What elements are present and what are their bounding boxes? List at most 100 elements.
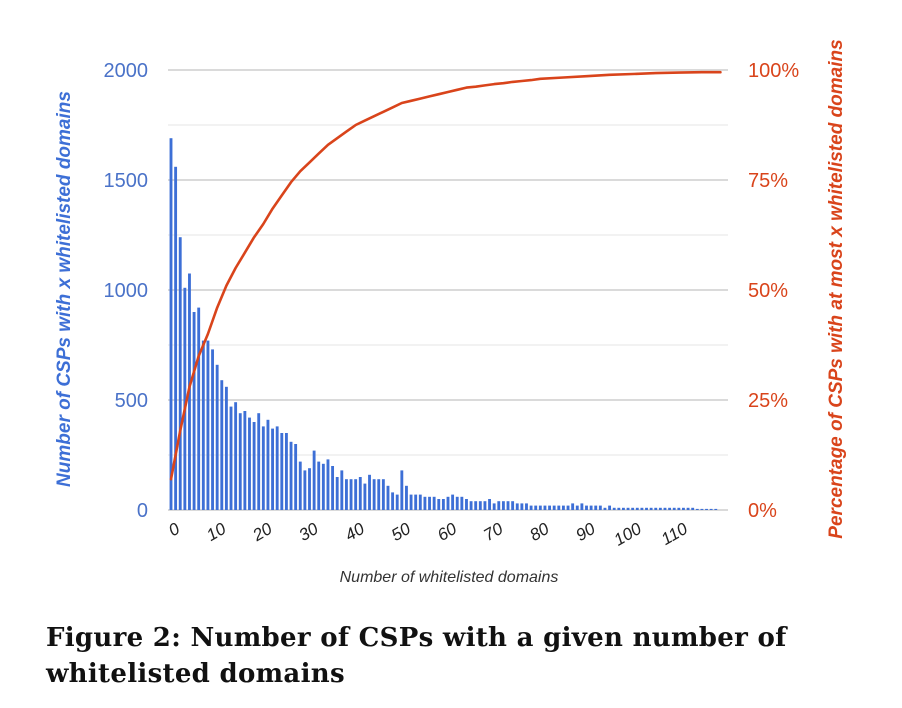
bar [589,505,593,510]
bar [437,499,441,510]
bar [640,507,644,510]
bar [229,406,233,510]
right-y-tick-label: 25% [748,390,788,412]
bar [303,470,307,510]
bar [381,479,385,510]
grid-lines [168,69,728,511]
bar [418,494,422,510]
x-tick-label: 100 [611,519,646,550]
bar [598,505,602,510]
cumulative-percentage-line [169,70,722,481]
bar [552,505,556,510]
bar [252,422,256,510]
bar [501,501,505,510]
bar [340,470,344,510]
bar [626,507,630,510]
bar [298,461,302,510]
bar [677,507,681,510]
bar [561,505,565,510]
bar [201,340,205,510]
bar [400,470,404,510]
bar [432,496,436,510]
bar [409,494,413,510]
x-axis-label: Number of whitelisted domains [340,569,559,586]
left-y-tick-label: 500 [115,390,148,412]
chart: 0 500 1000 1500 2000 0% 25% 50% 75% 100% 0 10 20 30… [54,39,847,586]
bar [326,459,330,510]
bar [594,505,598,510]
bar [488,499,491,510]
x-tick-label: 80 [526,519,552,545]
left-y-tick-label: 1000 [104,280,149,302]
bar [183,287,187,510]
bar [224,386,228,510]
x-tick-label: 30 [296,519,322,545]
bar [682,507,685,510]
bar [515,503,519,510]
bar [248,417,251,510]
bar [543,505,547,510]
bar [405,485,408,510]
x-tick-label: 50 [388,519,414,545]
bar [686,507,690,510]
bar [465,499,468,510]
bar [308,468,311,510]
bar [580,503,584,510]
bar [234,402,238,510]
bar [478,501,482,510]
bar [497,501,501,510]
bar [668,507,672,510]
left-y-tick-labels: 0 500 1000 1500 2000 [104,60,149,522]
right-y-tick-label: 100% [748,60,799,82]
bar [492,503,496,510]
bar [506,501,510,510]
bar [354,479,358,510]
bar [511,501,515,510]
cumulative-line-series [169,70,722,481]
bar [391,492,395,510]
x-tick-label: 60 [434,519,460,545]
bar [331,466,335,510]
bar [349,479,353,510]
left-y-tick-label: 0 [137,500,148,522]
bar [377,479,381,510]
x-tick-label: 0 [165,519,183,540]
right-y-tick-label: 75% [748,170,788,192]
figure-caption: Figure 2: Number of CSPs with a given nu… [46,623,787,689]
bar [474,501,478,510]
bar [257,413,261,510]
left-y-tick-label: 1500 [104,170,149,192]
bar [238,413,242,510]
bar [622,507,625,510]
bar [700,508,704,510]
bar [428,496,431,510]
bar [612,507,616,510]
left-y-axis-label: Number of CSPs with x whitelisted domain… [54,91,75,487]
left-y-tick-label: 2000 [104,60,149,82]
bar [483,501,487,510]
bar-series [169,138,718,511]
bar [372,479,376,510]
bar [335,477,339,510]
bar [451,494,455,510]
bar [363,483,367,510]
x-tick-label: 10 [203,519,229,545]
x-tick-labels: 0 10 20 30 40 50 60 70 80 90 100 110 [165,519,691,550]
bar [395,494,399,510]
bar [317,461,321,510]
bar [608,505,612,510]
bar [423,496,427,510]
bar [571,503,575,510]
bar [197,307,201,510]
bar [645,507,648,510]
bar [672,507,676,510]
bar [469,501,473,510]
bar [386,485,390,510]
x-tick-label: 40 [342,519,368,545]
bar [169,138,173,510]
bar [261,426,265,510]
bar [455,496,459,510]
bar [368,474,371,510]
bar [460,496,464,510]
x-tick-label: 20 [249,519,276,546]
